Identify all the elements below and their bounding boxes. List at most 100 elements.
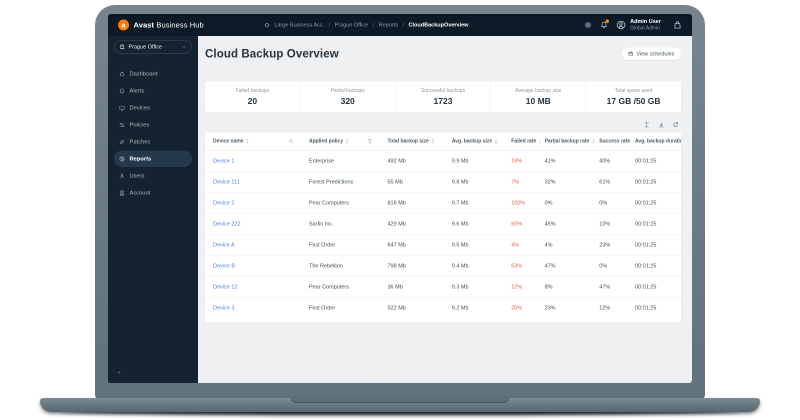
store-icon[interactable] [673,21,682,30]
backup-stats-card: Failed backups 20 Partial backups 320 Su… [205,81,681,113]
table-row[interactable]: Device 2 Pear Computers 816 Mb 9.7 Mb 10… [205,193,681,214]
table-row[interactable]: Device B The Rebellion 798 Mb 9.4 Mb 53%… [205,256,681,277]
avatar-icon [616,20,626,30]
failed-rate-value: 19% [511,157,523,164]
failed-rate-value: 12% [511,283,523,290]
column-settings-icon[interactable] [644,121,651,128]
breadcrumb-item[interactable]: Large Business Acc. [274,22,325,28]
column-header-failed-rate[interactable]: Failed rate [507,139,541,144]
column-header-avg-backup-size[interactable]: Avg. backup size [448,139,508,144]
device-link[interactable]: Device A [213,241,235,248]
column-header-device-name[interactable]: Device name [205,139,305,145]
table-row[interactable]: Device 12 Pear Computers 36 Mb 9.3 Mb 12… [205,277,681,298]
table-toolbar [205,121,681,129]
column-header-applied-policy[interactable]: Applied policy [305,139,384,145]
sort-icon [346,139,349,144]
table-row[interactable]: Device 111 Forest Predictions 55 Mb 9.8 … [205,172,681,193]
reports-chart-icon [119,156,125,162]
laptop-base [40,398,760,412]
user-name: Admin User [630,18,661,25]
sidebar-item-patches[interactable]: Patches [114,134,192,151]
sidebar-item-alerts[interactable]: Alerts [114,83,192,100]
laptop-screen-frame: a Avast Business Hub Large Business Acc.… [95,5,705,399]
failed-rate-value: 53% [511,262,523,269]
breadcrumb-item[interactable]: Reports [378,22,399,28]
sidebar: Prague Office Dashboard Alerts [108,36,198,383]
bell-icon [601,21,608,29]
topbar-actions: Admin User Global Admin [584,18,682,31]
column-header-partial-backup-rate[interactable]: Partial backup rate [541,139,596,144]
device-link[interactable]: Device 2 [213,199,235,206]
stat-failed-backups: Failed backups 20 [235,87,270,106]
breadcrumb: Large Business Acc. / Prague Office / Re… [264,22,469,28]
page-title: Cloud Backup Overview [205,47,339,60]
stat-successful-backups: Successful backups 1723 [395,81,490,113]
user-menu[interactable]: Admin User Global Admin [616,18,661,31]
failed-rate-value: 7% [511,178,520,185]
breadcrumb-item-current: CloudBackupOverview [408,22,469,28]
filter-icon[interactable] [367,139,373,145]
sort-icon [246,139,249,144]
brand[interactable]: a Avast Business Hub [118,19,204,31]
sort-icon [431,139,434,144]
settings-gear-icon[interactable] [584,21,592,29]
device-link[interactable]: Device 3 [213,305,235,311]
failed-rate-value: 20% [511,305,523,311]
notifications-icon[interactable] [600,19,610,30]
alerts-bell-icon [119,88,125,94]
account-building-icon [119,190,125,196]
collapse-double-chevron-icon[interactable] [114,369,121,376]
search-icon[interactable] [288,139,294,145]
notification-badge [605,19,610,23]
building-icon [120,44,125,49]
stat-partial-backups: Partial backups 320 [299,81,395,113]
laptop-trackpad-notch [291,398,509,403]
users-person-icon [119,173,125,179]
device-link[interactable]: Device B [213,262,236,269]
devices-monitor-icon [119,105,125,111]
sidebar-item-reports[interactable]: Reports [114,150,192,167]
user-role: Global Admin [630,25,660,31]
device-link[interactable]: Device 12 [213,283,238,290]
column-header-success-rate[interactable]: Success rate [595,139,631,145]
stat-total-space-used: Total space used 17 GB /50 GB [585,81,681,113]
table-row[interactable]: Device 3 First Order 522 Mb 9.2 Mb 20% 2… [205,298,681,319]
export-download-icon[interactable] [658,121,665,128]
org-selector-label: Prague Office [128,43,163,50]
breadcrumb-item[interactable]: Prague Office [334,22,369,28]
sort-icon [539,139,541,144]
failed-rate-value: 100% [511,199,526,206]
sidebar-item-account[interactable]: Account [114,185,192,202]
device-link[interactable]: Device 1 [213,157,235,164]
brand-name: Avast Business Hub [133,20,204,30]
sort-icon [495,139,498,144]
table-row[interactable]: Device 1 Enterprise 492 Mb 9.9 Mb 19% 41… [205,151,681,172]
table-row[interactable]: Device 222 Sarfin Inc. 429 Mb 9.6 Mb 60%… [205,214,681,235]
sidebar-nav: Dashboard Alerts Devices [114,66,192,202]
table-row[interactable]: Device A First Order 647 Mb 9.5 Mb 4% 4%… [205,235,681,256]
sort-icon [592,139,595,144]
column-header-avg-backup-duration[interactable]: Avg. backup duration [631,139,681,145]
backup-table: Device name Applied policy [205,132,681,323]
refresh-icon[interactable] [673,121,680,128]
sidebar-item-users[interactable]: Users [114,168,192,185]
app-screen: a Avast Business Hub Large Business Acc.… [108,14,692,383]
sidebar-item-policies[interactable]: Policies [114,117,192,134]
device-link[interactable]: Device 222 [213,220,241,227]
dashboard-home-icon [119,71,125,76]
failed-rate-value: 60% [511,220,523,227]
chevron-down-icon [182,45,186,48]
sidebar-item-devices[interactable]: Devices [114,100,192,117]
device-link[interactable]: Device 111 [213,178,240,185]
patches-icon [119,139,125,144]
table-header: Device name Applied policy [205,133,681,151]
calendar-icon [628,51,633,56]
sidebar-item-dashboard[interactable]: Dashboard [114,66,192,83]
view-schedules-button[interactable]: View schedules [621,47,681,60]
org-selector[interactable]: Prague Office [114,40,192,54]
avast-logo-icon: a [118,19,129,31]
policies-sliders-icon [119,122,125,127]
column-header-total-backup-size[interactable]: Total backup size [383,139,447,144]
topbar: a Avast Business Hub Large Business Acc.… [108,14,692,36]
